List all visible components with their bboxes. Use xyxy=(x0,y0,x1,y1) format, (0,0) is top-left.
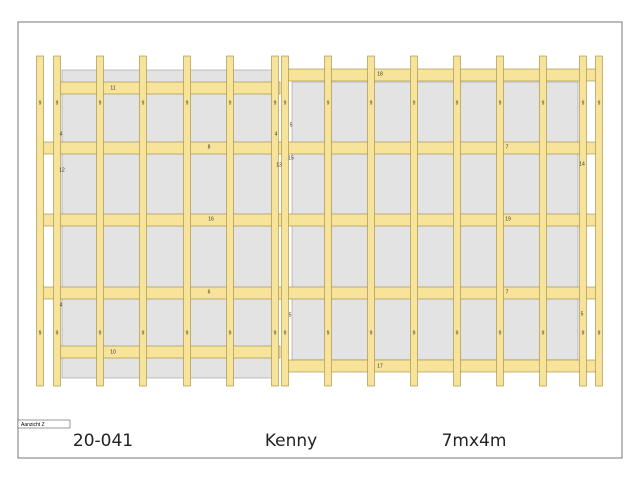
post xyxy=(281,55,289,387)
post xyxy=(367,55,375,387)
side-label: 5 xyxy=(290,122,293,128)
beam-label: 19 xyxy=(505,216,511,222)
frame: 9 9 9 9 9 9 9 9 9 9 9 9 9 9 9 9 9 9 9 9 9 9 9 9 9 9 9 9 9 9 9 9 11 18 8 7 16… xyxy=(36,55,603,387)
post-label: 9 xyxy=(542,330,545,336)
beam-label: 7 xyxy=(506,289,509,295)
post-label: 9 xyxy=(499,100,502,106)
post xyxy=(595,55,603,387)
post-label: 9 xyxy=(274,330,277,336)
post-label: 9 xyxy=(186,100,189,106)
beam xyxy=(39,286,601,300)
post xyxy=(271,55,279,387)
beam-label: 6 xyxy=(208,289,211,295)
post-label: 9 xyxy=(56,100,59,106)
side-label: 13 xyxy=(276,162,282,168)
beam xyxy=(56,345,281,359)
size: 7mx4m xyxy=(442,431,507,451)
post-label: 9 xyxy=(327,330,330,336)
post xyxy=(36,55,44,387)
beam-label: 11 xyxy=(110,85,115,91)
post-label: 9 xyxy=(582,330,585,336)
post xyxy=(496,55,504,387)
post-label: 9 xyxy=(99,100,102,106)
post-label: 9 xyxy=(39,100,42,106)
beam-label: 8 xyxy=(208,144,211,150)
post-label: 9 xyxy=(99,330,102,336)
post-label: 9 xyxy=(56,330,59,336)
post-label: 9 xyxy=(413,100,416,106)
post-label: 9 xyxy=(456,100,459,106)
side-label: 4 xyxy=(275,131,278,137)
beam-label: 18 xyxy=(377,71,383,77)
beam-label: 7 xyxy=(506,144,509,150)
post xyxy=(324,55,332,387)
post-label: 9 xyxy=(284,330,287,336)
side-label: 4 xyxy=(60,302,63,308)
post xyxy=(183,55,191,387)
post-label: 9 xyxy=(370,100,373,106)
side-label: 4 xyxy=(60,131,63,137)
post-label: 9 xyxy=(456,330,459,336)
post-label: 9 xyxy=(598,100,601,106)
beam xyxy=(56,81,281,95)
post-label: 9 xyxy=(274,100,277,106)
post xyxy=(453,55,461,387)
view-box xyxy=(17,419,71,429)
code: 20-041 xyxy=(73,431,133,451)
post xyxy=(53,55,61,387)
post-label: 9 xyxy=(229,100,232,106)
post-label: 9 xyxy=(186,330,189,336)
beam-label: 16 xyxy=(208,216,214,222)
beam-label: 17 xyxy=(377,363,383,369)
beam xyxy=(39,141,601,155)
post-label: 9 xyxy=(284,100,287,106)
side-label: 14 xyxy=(579,161,585,167)
post xyxy=(410,55,418,387)
post-label: 9 xyxy=(39,330,42,336)
side-label: 5 xyxy=(289,312,292,318)
post-label: 9 xyxy=(142,330,145,336)
post-label: 9 xyxy=(542,100,545,106)
post xyxy=(96,55,104,387)
post-label: 9 xyxy=(413,330,416,336)
post xyxy=(539,55,547,387)
side-label: 12 xyxy=(59,167,65,173)
side-label: 15 xyxy=(288,155,294,161)
post-label: 9 xyxy=(142,100,145,106)
side-label: 5 xyxy=(581,311,584,317)
post-label: 9 xyxy=(370,330,373,336)
post-label: 9 xyxy=(327,100,330,106)
name: Kenny xyxy=(265,431,317,451)
post-label: 9 xyxy=(229,330,232,336)
page-border xyxy=(17,21,623,459)
view-label: Aanzicht Z xyxy=(21,422,45,428)
post-label: 9 xyxy=(499,330,502,336)
beam-label: 10 xyxy=(110,349,116,355)
beam xyxy=(39,213,601,227)
post xyxy=(579,55,587,387)
post xyxy=(139,55,147,387)
post xyxy=(226,55,234,387)
post-label: 9 xyxy=(598,330,601,336)
post-label: 9 xyxy=(582,100,585,106)
